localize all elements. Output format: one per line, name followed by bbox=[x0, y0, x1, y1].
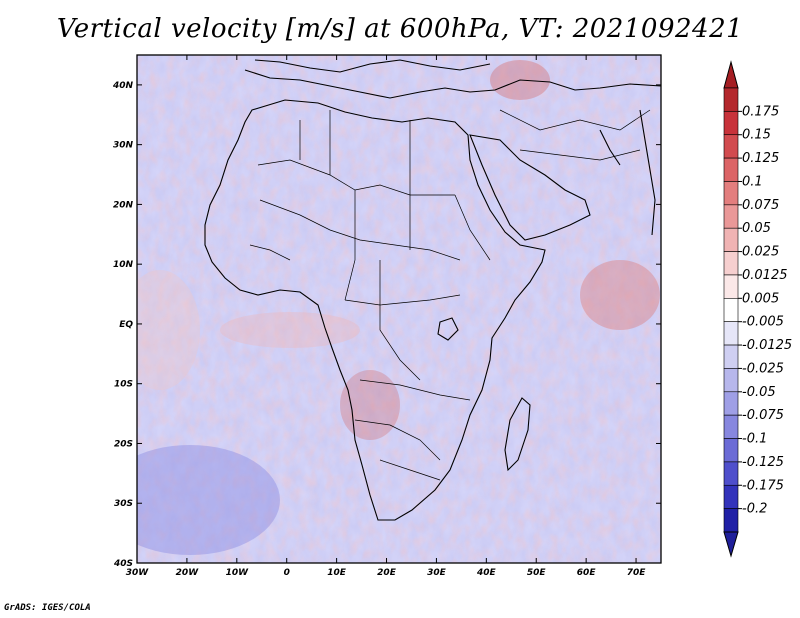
colorbar-label: 0.05 bbox=[742, 221, 771, 236]
colorbar-label: 0.005 bbox=[742, 291, 779, 306]
colorbar-swatch bbox=[723, 134, 739, 159]
lat-label: 20N bbox=[113, 200, 134, 210]
velocity-field bbox=[137, 55, 661, 563]
colorbar-label: 0.125 bbox=[742, 151, 779, 166]
colorbar-swatch bbox=[723, 204, 739, 229]
lat-label: 40S bbox=[113, 559, 133, 569]
lon-label: 0 bbox=[284, 568, 290, 578]
colorbar-swatch bbox=[723, 391, 739, 416]
colorbar-swatch bbox=[723, 484, 739, 509]
colorbar-label: -0.1 bbox=[742, 432, 767, 447]
lon-label: 60E bbox=[577, 568, 597, 578]
colorbar-label: 0.15 bbox=[742, 128, 771, 143]
coastlines bbox=[204, 59, 661, 521]
colorbar-swatch bbox=[723, 508, 739, 533]
map-figure: 40N 30N 20N 10N EQ 10S 20S 30S 40S 30W 20W 10W 0 10E… bbox=[112, 54, 792, 578]
plot-frame bbox=[136, 54, 662, 564]
colorbar-label: -0.075 bbox=[742, 408, 784, 423]
colorbar-swatch bbox=[723, 227, 739, 252]
colorbar-swatch bbox=[723, 321, 739, 346]
colorbar-top-arrow bbox=[723, 60, 739, 89]
lon-label: 20E bbox=[377, 568, 397, 578]
colorbar-swatch bbox=[723, 414, 739, 439]
colorbar-label: 0.075 bbox=[742, 198, 779, 213]
colorbar-swatch bbox=[723, 461, 739, 486]
colorbar-label: -0.025 bbox=[742, 361, 784, 376]
colorbar-label: -0.05 bbox=[742, 385, 776, 400]
colorbar-label: 0.0125 bbox=[742, 268, 788, 283]
map-title: Vertical velocity [m/s] at 600hPa, VT: 2… bbox=[56, 14, 744, 44]
lat-label: 40N bbox=[112, 81, 134, 91]
lat-label: EQ bbox=[119, 320, 133, 330]
colorbar-swatch bbox=[723, 251, 739, 276]
lon-label: 50E bbox=[527, 568, 547, 578]
lon-label: 30W bbox=[126, 568, 150, 578]
colorbar-swatch bbox=[723, 344, 739, 369]
colorbar-label: 0.1 bbox=[742, 174, 763, 189]
colorbar-label: -0.125 bbox=[742, 455, 784, 470]
colorbar-label: -0.2 bbox=[742, 502, 767, 517]
colorbar-swatch bbox=[723, 87, 739, 112]
colorbar-swatch bbox=[723, 181, 739, 206]
lon-label: 10E bbox=[327, 568, 347, 578]
colorbar-swatch bbox=[723, 438, 739, 463]
lat-label: 30N bbox=[113, 141, 134, 151]
lat-label: 10S bbox=[114, 380, 133, 390]
colorbar-swatch bbox=[723, 111, 739, 136]
lon-label: 70E bbox=[627, 568, 647, 578]
colorbar-bottom-arrow bbox=[723, 531, 739, 558]
colorbar-label: -0.175 bbox=[742, 478, 784, 493]
lon-label: 10W bbox=[226, 568, 250, 578]
colorbar-label: 0.025 bbox=[742, 245, 779, 260]
lat-label: 30S bbox=[114, 499, 133, 509]
colorbar-label: -0.005 bbox=[742, 315, 784, 330]
latitude-axis: 40N 30N 20N 10N EQ 10S 20S 30S 40S bbox=[112, 81, 661, 569]
lat-label: 20S bbox=[114, 439, 133, 449]
colorbar-swatch bbox=[723, 274, 739, 299]
lon-label: 20W bbox=[176, 568, 200, 578]
lon-label: 40E bbox=[476, 568, 497, 578]
lat-label: 10N bbox=[113, 260, 134, 270]
colorbar-swatch bbox=[723, 368, 739, 393]
colorbar: 0.175 0.15 0.125 0.1 0.075 0.05 0.025 0.0125 0.0… bbox=[723, 60, 792, 558]
lon-label: 30E bbox=[427, 568, 447, 578]
colorbar-swatch bbox=[723, 157, 739, 182]
colorbar-label: 0.175 bbox=[742, 104, 779, 119]
grads-credit: GrADS: IGES/COLA bbox=[4, 603, 91, 613]
country-borders bbox=[249, 109, 651, 481]
longitude-axis: 30W 20W 10W 0 10E 20E 30E 40E 50E 60E 70E bbox=[126, 55, 646, 578]
colorbar-swatch bbox=[723, 298, 739, 322]
colorbar-label: -0.0125 bbox=[742, 338, 792, 353]
